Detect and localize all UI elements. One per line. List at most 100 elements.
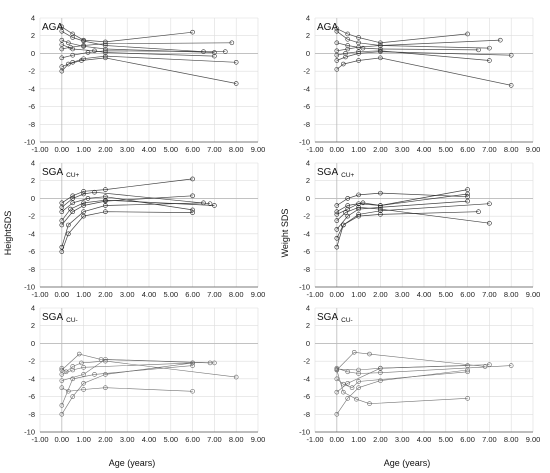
data-point bbox=[92, 48, 97, 54]
data-point bbox=[81, 37, 86, 43]
data-point bbox=[68, 206, 73, 212]
y-tick-label: 2 bbox=[306, 176, 310, 185]
y-tick-label: 4 bbox=[306, 159, 310, 168]
data-point bbox=[70, 52, 75, 58]
x-tick-label: 3.00 bbox=[120, 435, 135, 444]
data-point bbox=[497, 37, 503, 43]
data-point bbox=[103, 55, 108, 61]
panel-title-subscript: CU+ bbox=[341, 172, 354, 179]
data-point bbox=[66, 388, 71, 394]
data-point bbox=[190, 207, 195, 213]
x-tick-label: 7.00 bbox=[482, 145, 497, 154]
data-point bbox=[341, 222, 346, 228]
y-tick-label: 2 bbox=[306, 321, 310, 330]
data-point bbox=[59, 218, 65, 223]
data-point bbox=[354, 396, 359, 402]
data-point bbox=[59, 46, 65, 52]
data-point bbox=[212, 203, 217, 208]
series-line bbox=[61, 359, 215, 381]
y-tick-label: -10 bbox=[24, 428, 35, 437]
data-point bbox=[59, 37, 65, 43]
chart-panel: 4 2 0 -2 -4 -6 -8 -10-1.00 0.00 1.00 2.00 3.00 4.00 5… bbox=[299, 304, 540, 445]
x-tick-label: 2.00 bbox=[373, 290, 388, 299]
data-point bbox=[59, 403, 65, 408]
y-tick-label: 4 bbox=[306, 14, 310, 23]
data-point bbox=[334, 52, 340, 58]
y-tick-label: 0 bbox=[306, 49, 310, 58]
y-tick-label: -4 bbox=[28, 84, 35, 93]
y-tick-label: -10 bbox=[299, 428, 310, 437]
data-point bbox=[349, 385, 355, 391]
data-point bbox=[66, 231, 71, 237]
panel-title: AGA bbox=[42, 22, 63, 33]
data-point bbox=[487, 201, 492, 207]
x-tick-label: 4.00 bbox=[142, 145, 157, 154]
x-tick-label: 9.00 bbox=[251, 145, 266, 154]
series-line bbox=[61, 387, 193, 392]
data-point bbox=[334, 26, 340, 31]
data-point bbox=[81, 43, 86, 48]
x-tick-label: 6.00 bbox=[185, 435, 200, 444]
data-point bbox=[343, 210, 348, 215]
data-point bbox=[190, 363, 195, 368]
x-tick-label: 0.00 bbox=[329, 145, 344, 154]
data-point bbox=[334, 235, 340, 241]
data-point bbox=[341, 389, 346, 395]
data-point bbox=[81, 189, 86, 194]
x-tick-label: 2.00 bbox=[98, 290, 113, 299]
data-point bbox=[378, 378, 383, 383]
x-tick-label: -1.00 bbox=[306, 290, 323, 299]
data-point bbox=[334, 40, 340, 46]
data-point bbox=[233, 59, 239, 65]
data-point bbox=[465, 191, 470, 197]
data-point bbox=[70, 193, 75, 199]
data-point bbox=[378, 370, 383, 375]
data-point bbox=[70, 367, 75, 373]
x-tick-label: 2.00 bbox=[98, 145, 113, 154]
x-tick-label: 0.00 bbox=[54, 290, 69, 299]
x-tick-label: 8.00 bbox=[504, 435, 519, 444]
data-point bbox=[190, 29, 195, 35]
data-point bbox=[378, 48, 383, 54]
y-tick-label: 4 bbox=[31, 304, 35, 313]
data-point bbox=[92, 372, 97, 377]
data-point bbox=[66, 40, 71, 46]
data-point bbox=[465, 31, 470, 37]
data-point bbox=[70, 200, 75, 206]
data-point bbox=[70, 35, 75, 40]
data-point bbox=[345, 196, 351, 201]
x-tick-label: 0.00 bbox=[54, 145, 69, 154]
data-point bbox=[76, 351, 82, 357]
x-tick-label: 1.00 bbox=[76, 435, 91, 444]
y-tick-label: -6 bbox=[303, 247, 310, 256]
y-tick-label: 4 bbox=[31, 159, 35, 168]
x-axis-label: Age (years) bbox=[109, 458, 156, 468]
y-tick-label: 0 bbox=[306, 339, 310, 348]
x-tick-label: 7.00 bbox=[207, 290, 222, 299]
panel-title: AGA bbox=[317, 22, 338, 33]
data-point bbox=[59, 64, 65, 70]
panels-group: 420-2-4-6-8-10-1.00 0.00 1.00 2.00 3.00 4.00 5… bbox=[24, 14, 540, 445]
data-point bbox=[212, 53, 217, 59]
data-point bbox=[378, 365, 383, 371]
series-line bbox=[61, 211, 193, 252]
data-point bbox=[356, 44, 361, 50]
y-tick-label: -10 bbox=[24, 138, 35, 147]
x-tick-label: 1.00 bbox=[351, 145, 366, 154]
data-point bbox=[356, 385, 361, 391]
data-point bbox=[103, 39, 108, 45]
y-tick-label: -4 bbox=[303, 229, 310, 238]
x-tick-label: 6.00 bbox=[460, 435, 475, 444]
series-line bbox=[336, 371, 468, 389]
y-tick-label: -2 bbox=[28, 357, 35, 366]
x-tick-label: 9.00 bbox=[251, 435, 266, 444]
data-point bbox=[334, 244, 340, 250]
data-point bbox=[212, 360, 217, 366]
data-point bbox=[207, 201, 213, 207]
data-point bbox=[367, 401, 372, 406]
x-tick-label: -1.00 bbox=[31, 435, 48, 444]
x-tick-label: 8.00 bbox=[504, 290, 519, 299]
data-point bbox=[59, 411, 65, 417]
data-point bbox=[508, 83, 514, 88]
data-point bbox=[59, 209, 65, 215]
